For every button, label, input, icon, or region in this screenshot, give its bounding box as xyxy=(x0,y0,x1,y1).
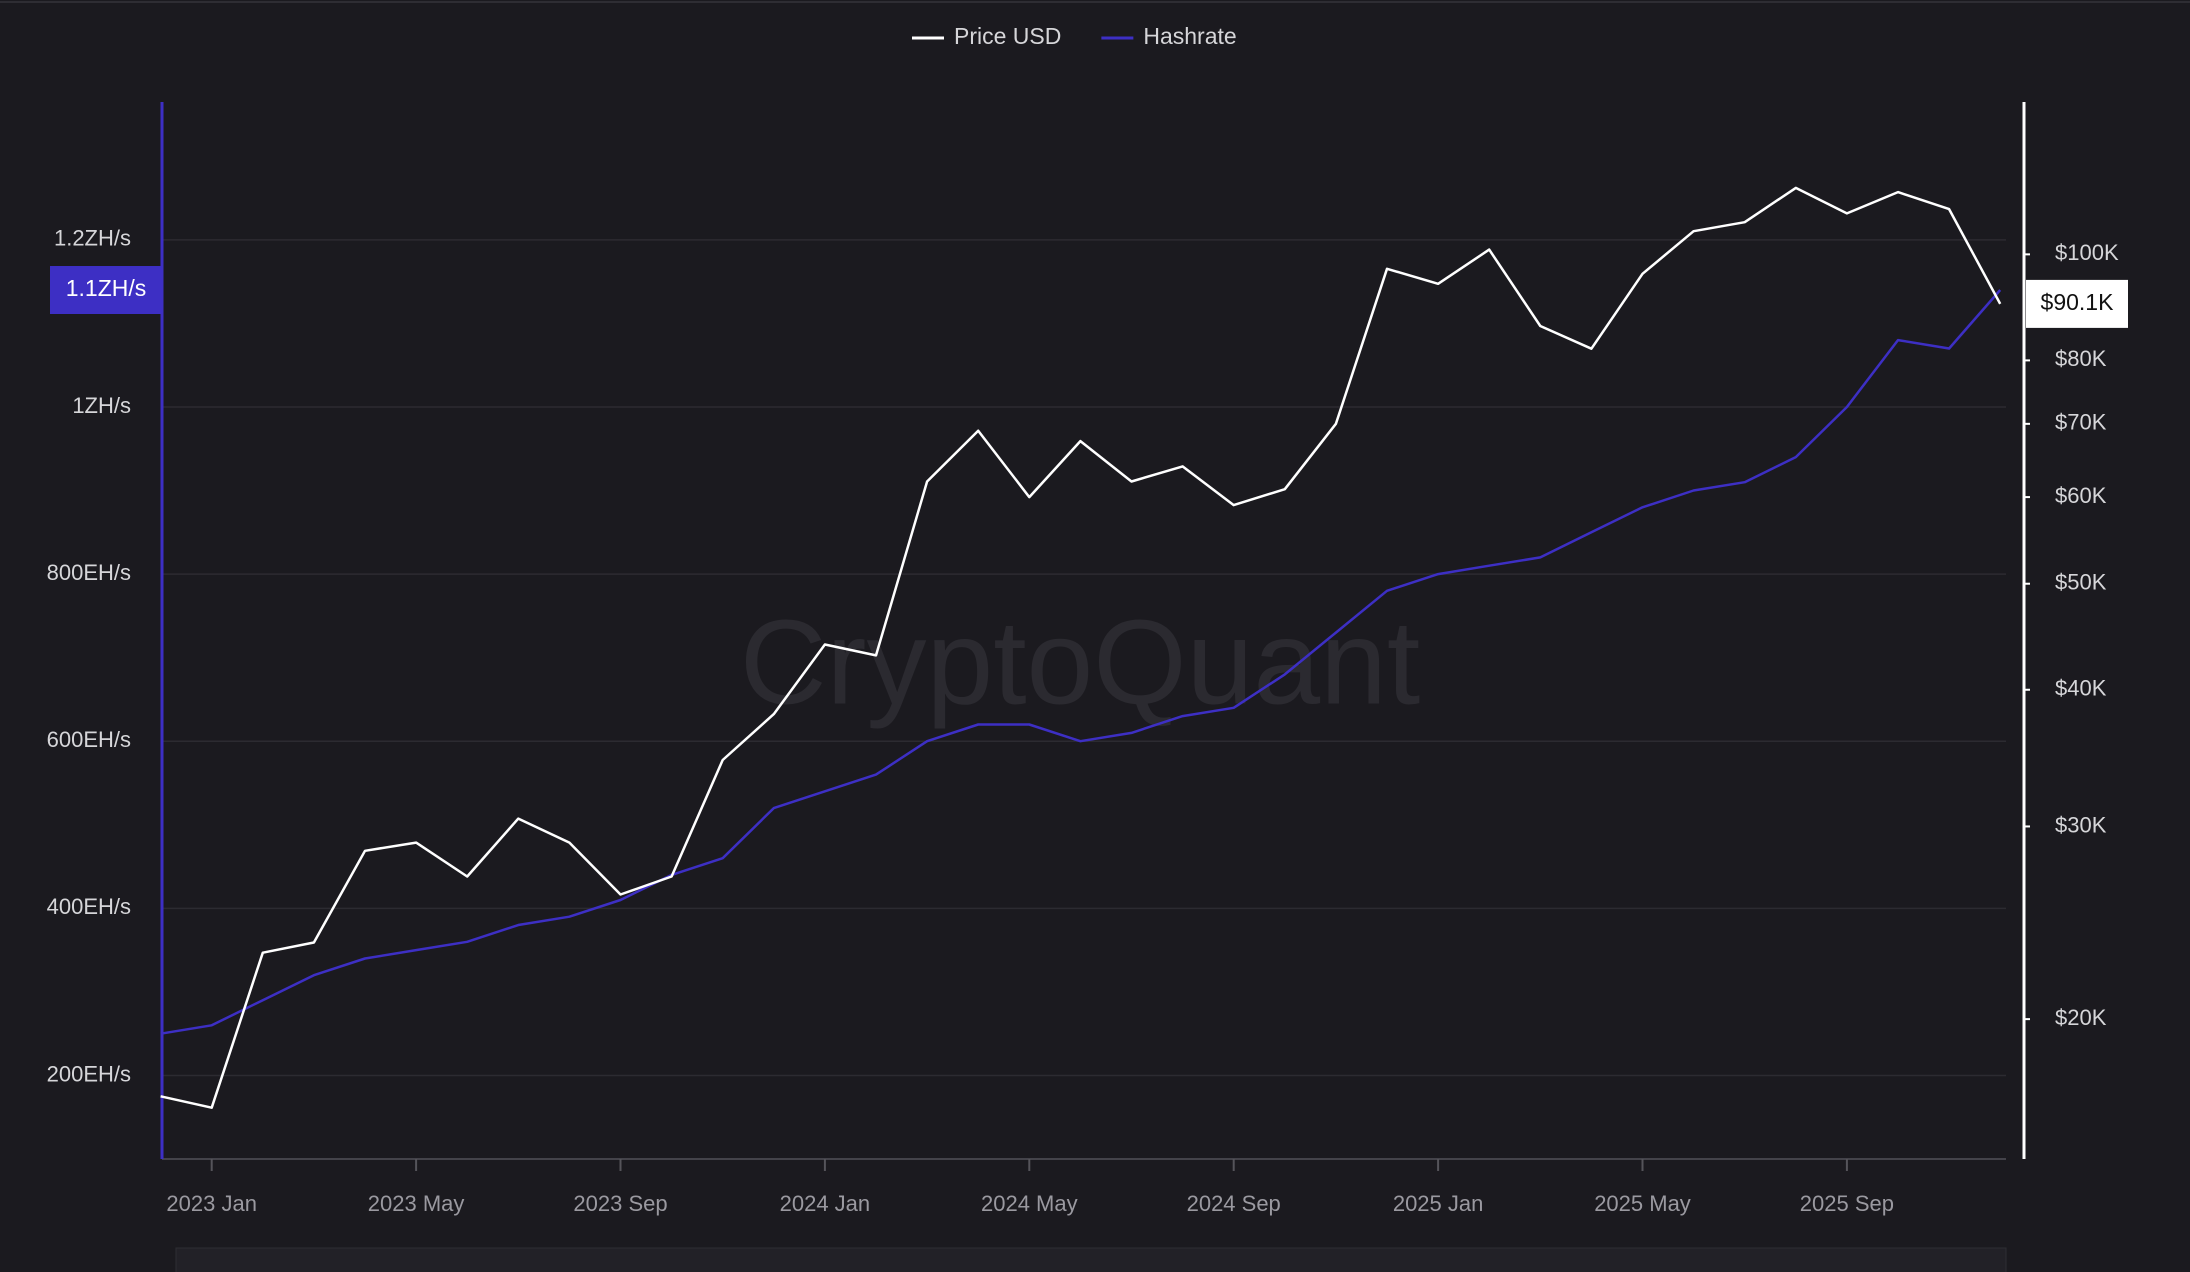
x-tick-label: 2023 Jan xyxy=(166,1191,257,1216)
y2-tick-label: $70K xyxy=(2055,410,2107,435)
x-tick-label: 2025 May xyxy=(1594,1191,1691,1216)
x-tick-label: 2023 May xyxy=(368,1191,465,1216)
legend-label: Hashrate xyxy=(1143,23,1236,49)
y2-tick-label: $80K xyxy=(2055,346,2107,371)
y-tick-label: 400EH/s xyxy=(47,894,131,919)
x-tick-label: 2025 Sep xyxy=(1800,1191,1894,1216)
y-tick-label: 200EH/s xyxy=(47,1061,131,1086)
y-tick-label: 600EH/s xyxy=(47,727,131,752)
x-tick-label: 2023 Sep xyxy=(573,1191,667,1216)
y2-tick-label: $60K xyxy=(2055,483,2107,508)
y2-tick-label: $100K xyxy=(2055,240,2119,265)
y2-tick-label: $40K xyxy=(2055,676,2107,701)
y2-tick-label: $20K xyxy=(2055,1005,2107,1030)
watermark: CryptoQuant xyxy=(740,596,1420,730)
hashrate-badge xyxy=(50,266,162,315)
y2-tick-label: $30K xyxy=(2055,812,2107,837)
hashrate-badge-label: 1.1ZH/s xyxy=(66,275,147,301)
x-tick-label: 2024 May xyxy=(981,1191,1078,1216)
x-tick-label: 2024 Jan xyxy=(780,1191,871,1216)
x-tick-label: 2024 Sep xyxy=(1187,1191,1281,1216)
series-line xyxy=(160,289,2002,1035)
price-badge-label: $90.1K xyxy=(2041,289,2115,315)
series-line xyxy=(160,186,2002,1109)
y-tick-label: 1.2ZH/s xyxy=(54,226,131,251)
y2-tick-label: $50K xyxy=(2055,570,2107,595)
scrollbar[interactable] xyxy=(175,1247,2007,1272)
y-tick-label: 1ZH/s xyxy=(72,393,131,418)
x-tick-label: 2025 Jan xyxy=(1393,1191,1484,1216)
price-badge xyxy=(2026,279,2128,328)
y-tick-label: 800EH/s xyxy=(47,560,131,585)
legend-label: Price USD xyxy=(954,23,1061,49)
